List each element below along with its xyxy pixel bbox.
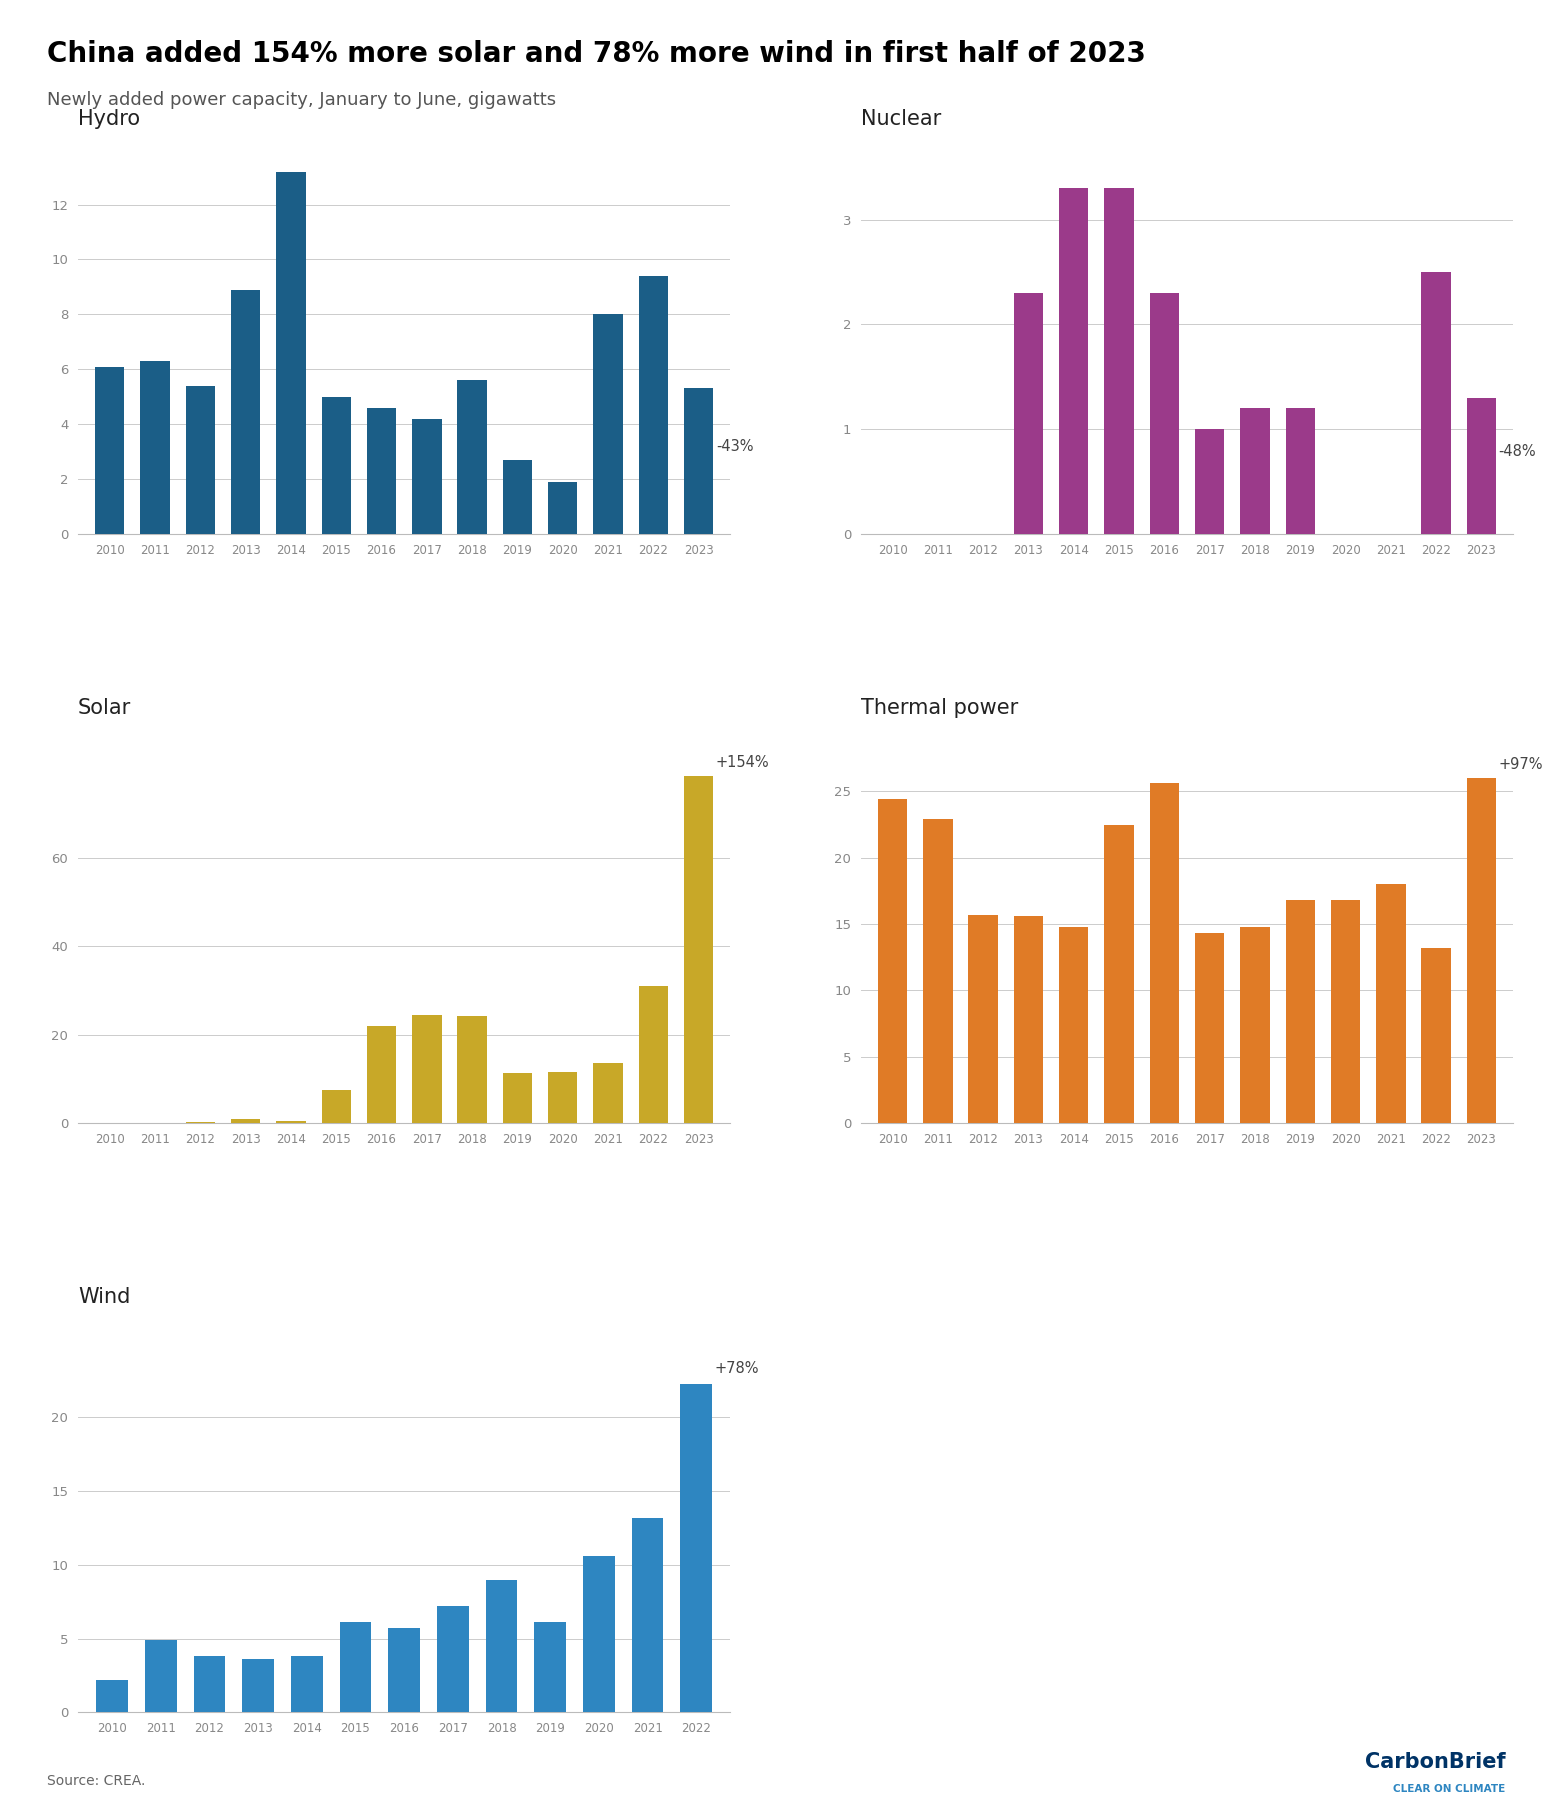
Bar [1104,188,1134,535]
Bar [1059,926,1089,1123]
Text: -43%: -43% [716,439,753,455]
Bar [367,408,396,535]
Bar [1285,901,1315,1123]
Bar [1195,429,1225,535]
Bar [231,1120,261,1123]
Text: Source: CREA.: Source: CREA. [47,1774,145,1788]
Bar [1059,188,1089,535]
Bar [1421,948,1451,1123]
Text: -48%: -48% [1499,444,1537,458]
Bar [97,1680,128,1712]
Bar [632,1518,663,1712]
Text: Thermal power: Thermal power [861,698,1019,718]
Bar [638,986,668,1123]
Bar [242,1660,275,1712]
Bar [1466,399,1496,535]
Bar [145,1640,176,1712]
Bar [502,460,532,535]
Bar [1195,933,1225,1123]
Bar [1285,408,1315,535]
Bar [457,381,487,535]
Bar [292,1656,323,1712]
Bar [1376,884,1406,1123]
Bar [1240,408,1270,535]
Bar [583,1557,615,1712]
Text: Newly added power capacity, January to June, gigawatts: Newly added power capacity, January to J… [47,91,555,109]
Bar [1466,777,1496,1123]
Bar [321,397,351,535]
Bar [548,482,577,535]
Bar [321,1091,351,1123]
Bar [186,386,215,535]
Bar [683,388,713,535]
Text: Solar: Solar [78,698,131,718]
Bar [437,1605,468,1712]
Bar [680,1384,711,1712]
Text: China added 154% more solar and 78% more wind in first half of 2023: China added 154% more solar and 78% more… [47,40,1145,67]
Bar [1331,901,1360,1123]
Text: Wind: Wind [78,1287,131,1306]
Bar [276,1122,306,1123]
Bar [367,1026,396,1123]
Bar [388,1629,420,1712]
Bar [683,776,713,1123]
Bar [95,366,125,535]
Bar [924,819,953,1123]
Text: +97%: +97% [1499,757,1543,772]
Bar [276,172,306,535]
Text: CarbonBrief: CarbonBrief [1365,1752,1505,1772]
Bar [638,275,668,535]
Bar [412,419,441,535]
Bar [548,1073,577,1123]
Text: +154%: +154% [716,756,769,770]
Bar [457,1017,487,1123]
Bar [878,799,908,1123]
Bar [1014,294,1044,535]
Bar [502,1073,532,1123]
Bar [1150,783,1179,1123]
Bar [1421,272,1451,535]
Bar [193,1656,225,1712]
Bar [593,313,622,535]
Bar [1240,926,1270,1123]
Text: +78%: +78% [714,1361,760,1375]
Bar [485,1580,518,1712]
Bar [1150,294,1179,535]
Text: CLEAR ON CLIMATE: CLEAR ON CLIMATE [1393,1783,1505,1794]
Bar [412,1015,441,1123]
Bar [1104,824,1134,1123]
Text: Hydro: Hydro [78,109,140,129]
Bar [969,915,998,1123]
Bar [231,290,261,535]
Bar [593,1064,622,1123]
Bar [140,361,170,535]
Bar [1014,917,1044,1123]
Text: Nuclear: Nuclear [861,109,941,129]
Bar [535,1622,566,1712]
Bar [340,1622,371,1712]
